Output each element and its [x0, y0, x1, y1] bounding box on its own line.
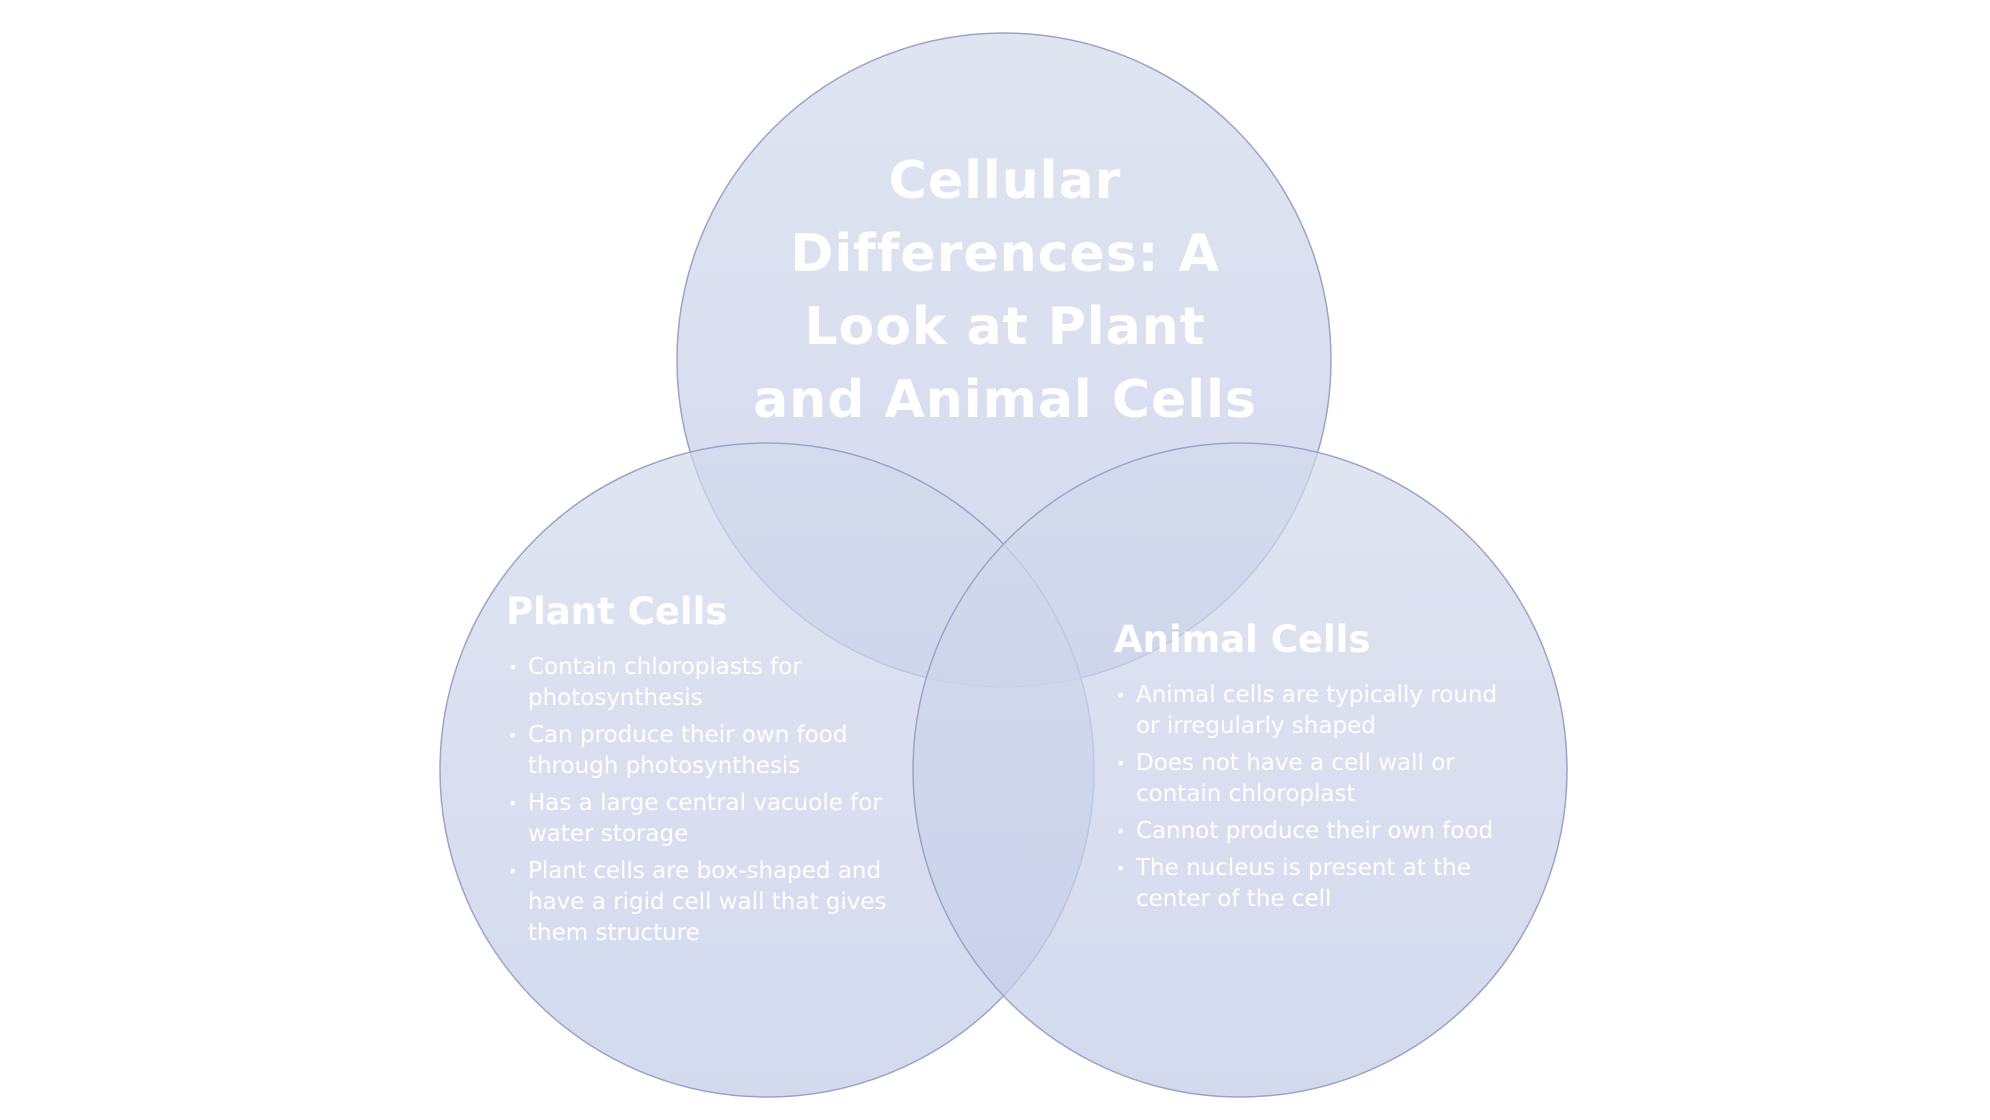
- plant-item-text: Plant cells are box-shaped and have a ri…: [528, 858, 887, 946]
- animal-cells-heading: Animal Cells: [1114, 618, 1371, 661]
- plant-cells-heading: Plant Cells: [506, 590, 728, 633]
- list-item: • Does not have a cell wall or contain ch…: [1114, 748, 1524, 810]
- list-item: • Plant cells are box-shaped and have a r…: [506, 856, 906, 949]
- list-item: • Contain chloroplasts for photosynthesis: [506, 652, 906, 714]
- plant-cells-list: • Contain chloroplasts for photosynthesis…: [506, 652, 906, 949]
- bullet-icon: •: [508, 862, 518, 881]
- list-item: • Can produce their own food through phot…: [506, 720, 906, 782]
- list-item: • The nucleus is present at the center of…: [1114, 853, 1524, 915]
- animal-item-text: Animal cells are typically round or irre…: [1136, 682, 1498, 739]
- plant-item-text: Contain chloroplasts for photosynthesis: [528, 654, 802, 711]
- bullet-icon: •: [1116, 859, 1126, 878]
- animal-cells-list: • Animal cells are typically round or irr…: [1114, 680, 1524, 915]
- diagram-title: Cellular Differences: A Look at Plant an…: [753, 151, 1257, 430]
- animal-item-text: Cannot produce their own food: [1136, 818, 1494, 844]
- bullet-icon: •: [508, 726, 518, 745]
- list-item: • Animal cells are typically round or irr…: [1114, 680, 1524, 742]
- list-item: • Cannot produce their own food: [1114, 816, 1524, 847]
- plant-item-text: Can produce their own food through photo…: [528, 722, 848, 779]
- list-item: • Has a large central vacuole for water s…: [506, 788, 906, 850]
- bullet-icon: •: [508, 794, 518, 813]
- bullet-icon: •: [508, 658, 518, 677]
- bullet-icon: •: [1116, 754, 1126, 773]
- bullet-icon: •: [1116, 822, 1126, 841]
- animal-item-text: The nucleus is present at the center of …: [1136, 855, 1471, 912]
- animal-cells-group: Animal Cells • Animal cells are typically…: [1114, 618, 1524, 921]
- plant-cells-group: Plant Cells • Contain chloroplasts for ph…: [506, 590, 906, 955]
- plant-item-text: Has a large central vacuole for water st…: [528, 790, 882, 847]
- animal-cells-circle: [912, 442, 1568, 1098]
- bullet-icon: •: [1116, 686, 1126, 705]
- animal-item-text: Does not have a cell wall or contain chl…: [1136, 750, 1455, 807]
